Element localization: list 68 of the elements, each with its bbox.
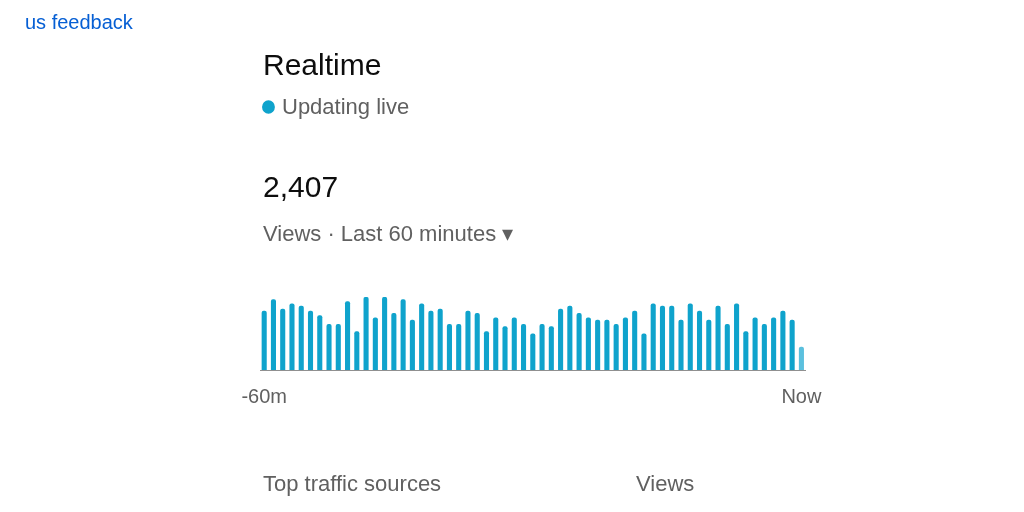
bar: [789, 319, 795, 371]
bar: [428, 310, 434, 371]
bar: [345, 301, 351, 371]
bar: [771, 317, 777, 371]
x-tick-label: Now: [781, 385, 822, 408]
bar: [715, 305, 721, 371]
bar: [595, 319, 601, 371]
bar: [641, 333, 647, 371]
bar: [669, 305, 675, 371]
bar: [354, 331, 360, 371]
chart-subtitle: Updating live: [282, 94, 410, 119]
bar: [465, 310, 471, 371]
chart-title: Realtime: [263, 48, 382, 81]
bar: [289, 303, 295, 371]
bar: [280, 308, 286, 371]
bar: [446, 324, 452, 371]
bar: [474, 313, 480, 371]
bar: [752, 317, 758, 371]
bar: [530, 333, 536, 371]
bar: [585, 317, 591, 371]
text: 2,407: [263, 170, 339, 203]
bar: [409, 319, 415, 371]
text: Top traffic sources: [263, 471, 442, 496]
bar: [604, 319, 610, 371]
bar: [419, 303, 425, 371]
x-tick-label: -60m: [241, 385, 287, 408]
bar: [576, 313, 582, 371]
bar: [483, 331, 490, 371]
bar: [761, 324, 767, 371]
bar: [456, 324, 462, 371]
bar: [706, 319, 712, 371]
bar: [382, 296, 388, 371]
bar: [493, 317, 499, 371]
bar: [326, 324, 332, 371]
bar: [613, 324, 619, 371]
bar: [743, 331, 749, 371]
bar: [400, 299, 406, 371]
bar: [502, 326, 508, 371]
bar: [734, 303, 740, 371]
bar: [632, 310, 638, 371]
bar: [261, 310, 267, 371]
bar: [678, 319, 684, 371]
text: Views: [636, 471, 695, 496]
bar: [270, 299, 276, 371]
bar: [798, 346, 804, 371]
bar: [298, 305, 304, 371]
bar: [659, 305, 666, 371]
bar: [539, 324, 545, 371]
bar: [363, 296, 369, 371]
bar: [520, 324, 527, 371]
bar: [724, 324, 730, 371]
bar: [558, 308, 564, 371]
bar: [548, 326, 554, 371]
bar: [372, 317, 378, 371]
bar: [696, 310, 703, 371]
bar: [567, 305, 573, 371]
bar: [391, 313, 397, 371]
bar: [687, 303, 693, 371]
text: Views · Last 60 minutes ▾: [263, 221, 514, 246]
bar: [780, 310, 786, 371]
bar: [307, 310, 314, 371]
bar: [622, 317, 628, 371]
bar: [511, 317, 517, 371]
bar: [335, 324, 341, 371]
bar: [437, 308, 443, 371]
bar: [650, 303, 656, 371]
bar: [317, 315, 323, 371]
text: us feedback: [25, 11, 134, 33]
